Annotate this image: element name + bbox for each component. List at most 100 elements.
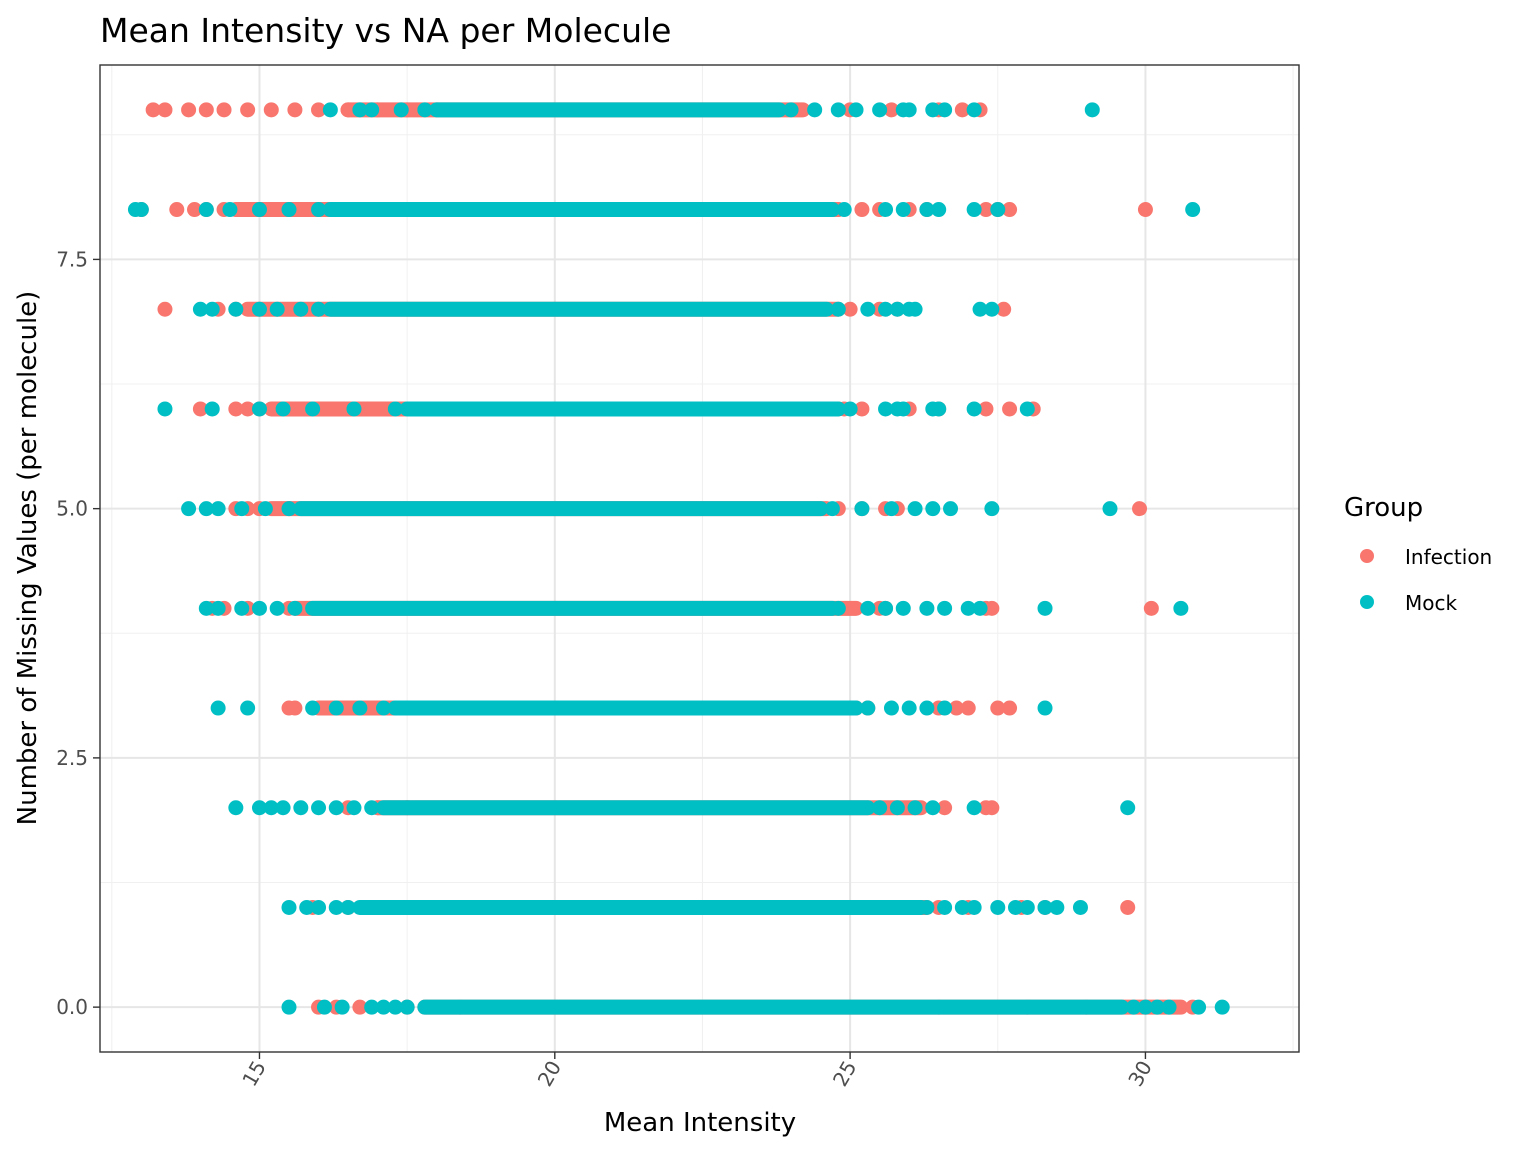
mock-point (311, 301, 327, 317)
mock-point (181, 501, 197, 517)
infection-point (240, 102, 256, 118)
mock-point (972, 600, 988, 616)
infection-point (169, 202, 185, 218)
infection-point (192, 401, 208, 417)
mock-point (210, 501, 226, 517)
mock-point (281, 202, 297, 218)
mock-point (966, 401, 982, 417)
mock-point (990, 899, 1006, 915)
mock-point (352, 700, 368, 716)
infection-point (937, 800, 953, 816)
infection-point (311, 102, 327, 118)
mock-point (984, 301, 1000, 317)
infection-point (990, 700, 1006, 716)
mock-point (960, 600, 976, 616)
mock-point (907, 800, 923, 816)
mock-point (901, 700, 917, 716)
x-tick-label: 30 (1123, 1057, 1157, 1091)
infection-point (187, 202, 203, 218)
mock-point (925, 800, 941, 816)
mock-point (860, 301, 876, 317)
mock-point (937, 102, 953, 118)
y-axis: 0.0 2.5 5.0 7.5 (56, 247, 100, 1019)
mock-point (198, 501, 214, 517)
plot-panel (99, 64, 1300, 1053)
mock-point (192, 301, 208, 317)
plot-background (100, 65, 1299, 1052)
mock-point (228, 301, 244, 317)
mock-point (878, 600, 894, 616)
infection-point (157, 301, 173, 317)
mock-point (257, 501, 273, 517)
infection-point (978, 401, 994, 417)
mock-point (1214, 999, 1230, 1015)
infection-point (883, 102, 899, 118)
infection-point (996, 301, 1012, 317)
mock-point (1126, 999, 1142, 1015)
mock-point (417, 102, 433, 118)
mock-point (198, 202, 214, 218)
mock-point (1191, 999, 1207, 1015)
mock-point (1072, 899, 1088, 915)
mock-point (1173, 600, 1189, 616)
mock-point (222, 202, 238, 218)
chart-title: Mean Intensity vs NA per Molecule (100, 11, 671, 50)
legend-label-infection: Infection (1405, 545, 1492, 569)
x-tick-label: 15 (237, 1057, 271, 1091)
mock-point (901, 102, 917, 118)
mock-point (883, 501, 899, 517)
mock-point (305, 700, 321, 716)
minor-gridlines (100, 65, 1299, 1052)
mock-point (907, 501, 923, 517)
mock-point (1084, 102, 1100, 118)
mock-point (1137, 999, 1153, 1015)
infection-point (263, 102, 279, 118)
mock-point (387, 999, 403, 1015)
legend-key-mock (1360, 595, 1374, 609)
infection-point (216, 102, 232, 118)
mock-point (204, 301, 220, 317)
mock-point (878, 401, 894, 417)
mock-point (346, 401, 362, 417)
mock-point (364, 102, 380, 118)
mock-point (275, 401, 291, 417)
mock-point (1037, 700, 1053, 716)
mock-point (860, 700, 876, 716)
x-tick-label: 20 (533, 1057, 567, 1091)
mock-point (878, 202, 894, 218)
legend: Group Infection Mock (1344, 493, 1492, 615)
mock-point (824, 501, 840, 517)
mock-point (1185, 202, 1201, 218)
infection-point (340, 102, 356, 118)
mock-point (807, 102, 823, 118)
mock-point (1149, 999, 1165, 1015)
mock-point (854, 501, 870, 517)
mock-point (889, 301, 905, 317)
mock-point (281, 899, 297, 915)
mock-point (251, 202, 267, 218)
mock-point (251, 800, 267, 816)
mock-point (883, 700, 899, 716)
mock-point (842, 401, 858, 417)
infection-point (1002, 401, 1018, 417)
mock-point (966, 800, 982, 816)
infection-point (984, 600, 1000, 616)
mock-point (210, 600, 226, 616)
infection-point (1002, 700, 1018, 716)
mock-point (872, 800, 888, 816)
infection-point (984, 800, 1000, 816)
infection-point (978, 202, 994, 218)
mock-point (387, 401, 403, 417)
x-axis-title: Mean Intensity (604, 1108, 796, 1138)
mock-point (919, 700, 935, 716)
y-tick-label: 0.0 (56, 995, 88, 1019)
mock-point (352, 102, 368, 118)
data-points (127, 102, 1230, 1015)
mock-point (860, 600, 876, 616)
mock-point (919, 202, 935, 218)
mock-point (889, 800, 905, 816)
infection-point (352, 999, 368, 1015)
infection-point (1120, 899, 1136, 915)
mock-point (895, 600, 911, 616)
